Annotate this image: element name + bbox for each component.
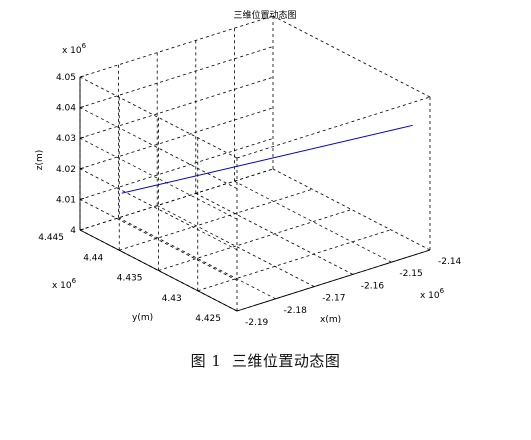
z-tick-mark (79, 167, 85, 170)
z-tick-label: 4.05 (56, 73, 76, 83)
z-tick-label: 4.01 (56, 195, 76, 205)
z-scale-factor: x 106 (62, 42, 87, 56)
top-box-edge (236, 96, 431, 159)
y-scale-factor: x 106 (52, 277, 77, 291)
z-tick-mark (79, 228, 85, 231)
y-tick-label: 4.445 (38, 233, 64, 243)
x-scale-factor: x 106 (420, 287, 445, 301)
caption-text: 三维位置动态图 (231, 352, 341, 370)
y-tick-label: 4.425 (195, 314, 221, 324)
y-tick-label: 4.435 (117, 274, 143, 284)
z-tick-label: 4.04 (56, 104, 76, 114)
x-tick-label: -2.15 (399, 269, 422, 279)
z-tick-mark (79, 136, 85, 139)
figure-caption: 图 1 三维位置动态图 (0, 350, 531, 371)
floor-grid-y-line (158, 209, 352, 271)
caption-number: 图 1 (190, 352, 222, 370)
floor-grid-x-line (118, 217, 276, 300)
top-box-edge (272, 15, 431, 98)
y-axis-label: y(m) (132, 313, 153, 323)
x-axis-line (236, 249, 431, 312)
z-tick-mark (79, 75, 85, 78)
x-tick-label: -2.19 (245, 318, 269, 328)
y-tick-label: 4.44 (83, 253, 103, 263)
back-wall-grid-horizontal (79, 168, 274, 231)
x-tick-label: -2.17 (322, 294, 345, 304)
x-tick-label: -2.18 (284, 306, 308, 316)
z-tick-mark (79, 106, 85, 109)
back-wall-grid-horizontal (79, 15, 274, 78)
floor-grid-x-line (272, 168, 431, 251)
floor-grid-x-line (234, 180, 392, 263)
x-tick-label: -2.14 (438, 257, 462, 267)
z-tick-label: 4.02 (56, 165, 76, 175)
x-axis-label: x(m) (320, 315, 341, 325)
z-tick-label: 4 (70, 226, 76, 236)
floor-grid-y-line (197, 229, 391, 292)
back-wall-grid-horizontal (79, 107, 274, 170)
trajectory-line (121, 124, 413, 194)
plot-3d: 三维位置动态图 4 4.01 4.02 4.03 4.04 4.05 4.425 4.43 4.4… (35, 9, 462, 328)
z-axis-label: z(m) (35, 150, 45, 171)
floor-grid-y-line (119, 188, 313, 251)
back-wall-grid-horizontal (79, 138, 274, 200)
back-wall-grid-horizontal (79, 76, 274, 139)
z-tick-label: 4.03 (56, 134, 76, 144)
x-tick-label: -2.16 (361, 281, 385, 291)
back-wall-grid-horizontal (79, 46, 274, 108)
y-tick-label: 4.43 (162, 294, 182, 304)
chart-title: 三维位置动态图 (233, 9, 296, 21)
y-axis-line (79, 229, 238, 312)
z-tick-mark (79, 197, 85, 200)
